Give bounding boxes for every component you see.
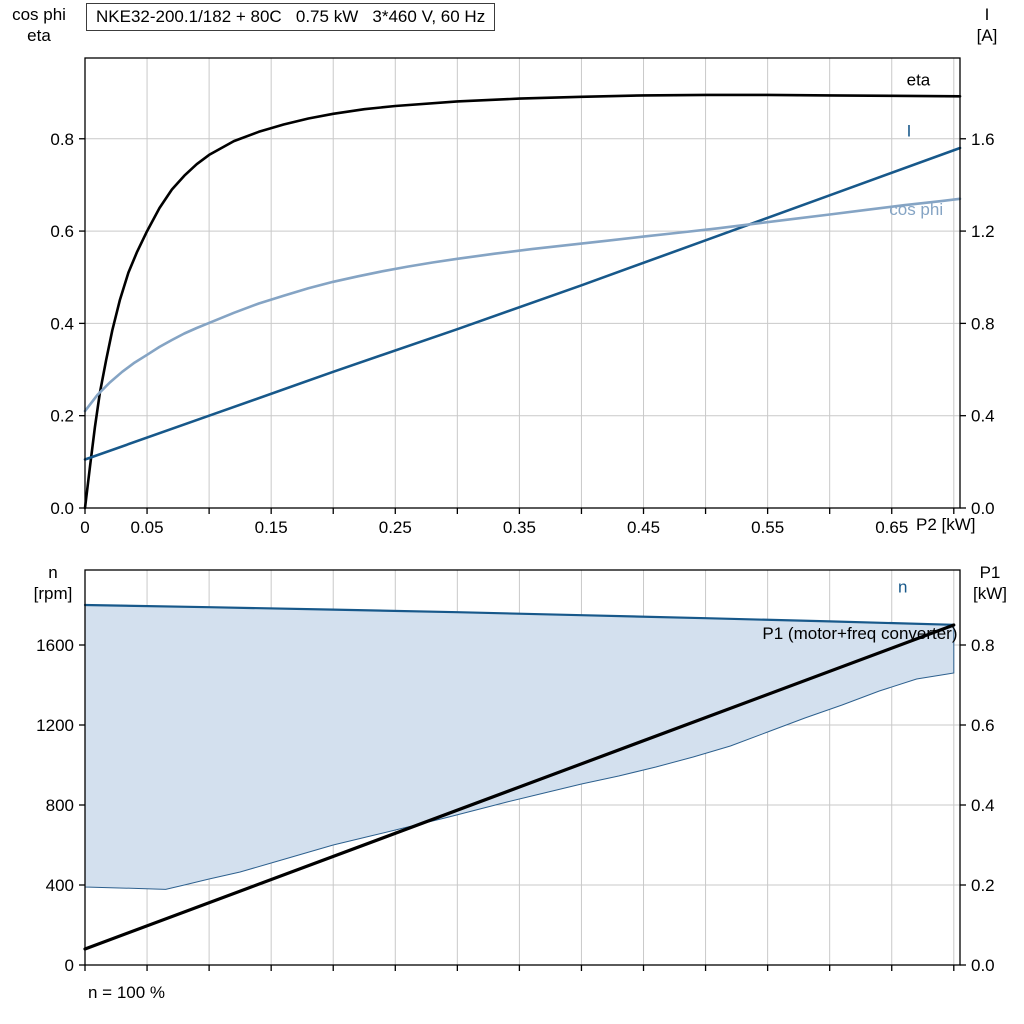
series-label-i: I — [907, 121, 912, 140]
right-tick-label: 0.4 — [971, 407, 995, 426]
x-tick-label: 0.55 — [751, 518, 784, 537]
speed-footnote: n = 100 % — [88, 983, 166, 1002]
curve-p1-motor-freq-converter- — [83, 623, 956, 951]
left-tick-label: 0.2 — [50, 407, 74, 426]
left-tick-label: 800 — [46, 796, 74, 815]
x-tick-label: 0.65 — [875, 518, 908, 537]
upper-left-axis-title-line1: cos phi — [12, 5, 66, 24]
upper-right-axis-title-line1: I — [984, 5, 990, 24]
lower-right-axis-title-line1: P1 — [979, 563, 1001, 582]
upper-left-axis-title: cos phi eta — [6, 4, 72, 46]
upper-chart-eta-cosphi-current: 0 0.05 0.15 0.25 0.35 0.45 0.55 0.65 0.0 0.2 0.4 0.… — [50, 57, 995, 537]
plot-border — [84, 57, 961, 509]
right-tick-label: 0.0 — [971, 499, 995, 518]
curve-i — [83, 146, 962, 461]
series-label-eta: eta — [907, 71, 931, 90]
series-label-n: n — [898, 578, 907, 597]
upper-right-axis-title-line2: [A] — [976, 26, 998, 45]
right-tick-label: 0.0 — [971, 956, 995, 975]
x-tick-label: 0.05 — [131, 518, 164, 537]
right-tick-label: 0.4 — [971, 796, 995, 815]
left-tick-label: 400 — [46, 876, 74, 895]
x-tick-label: 0.15 — [255, 518, 288, 537]
left-tick-label: 0.6 — [50, 222, 74, 241]
lower-chart-speed-p1: 0 400 800 1200 1600 0.0 0.2 0.4 0.6 0.8 n P1 (motor… — [36, 569, 995, 975]
right-tick-label: 0.8 — [971, 314, 995, 333]
curve-n — [83, 603, 955, 626]
left-tick-label: 0.0 — [50, 499, 74, 518]
chart-title-box: NKE32-200.1/182 + 80C 0.75 kW 3*460 V, 6… — [86, 3, 496, 31]
upper-x-axis-label: P2 [kW] — [916, 515, 976, 534]
series-label-p1-motor-freq-converter-: P1 (motor+freq converter) — [762, 624, 957, 643]
plot-border — [84, 569, 961, 966]
left-tick-label: 0.4 — [50, 314, 74, 333]
x-tick-label: 0.35 — [503, 518, 536, 537]
x-tick-label: 0 — [80, 518, 89, 537]
right-tick-label: 1.6 — [971, 130, 995, 149]
right-tick-label: 0.6 — [971, 716, 995, 735]
curve-eta — [83, 93, 962, 510]
upper-left-axis-title-line2: eta — [27, 26, 51, 45]
lower-left-axis-title-line2: [rpm] — [33, 584, 73, 603]
lower-right-axis-title-line2: [kW] — [973, 584, 1007, 603]
lower-left-axis-title: n [rpm] — [20, 562, 86, 604]
lower-left-axis-title-line1: n — [48, 563, 58, 582]
left-tick-label: 1200 — [36, 716, 74, 735]
right-tick-label: 1.2 — [971, 222, 995, 241]
left-tick-label: 0.8 — [50, 130, 74, 149]
lower-right-axis-title: P1 [kW] — [958, 562, 1022, 604]
x-tick-label: 0.45 — [627, 518, 660, 537]
curve-cos-phi — [83, 197, 962, 413]
right-tick-label: 0.8 — [971, 636, 995, 655]
x-tick-label: 0.25 — [379, 518, 412, 537]
left-tick-label: 1600 — [36, 636, 74, 655]
series-label-cos-phi: cos phi — [889, 200, 943, 219]
left-tick-label: 0 — [65, 956, 74, 975]
right-tick-label: 0.2 — [971, 876, 995, 895]
upper-right-axis-title: I [A] — [958, 4, 1016, 46]
